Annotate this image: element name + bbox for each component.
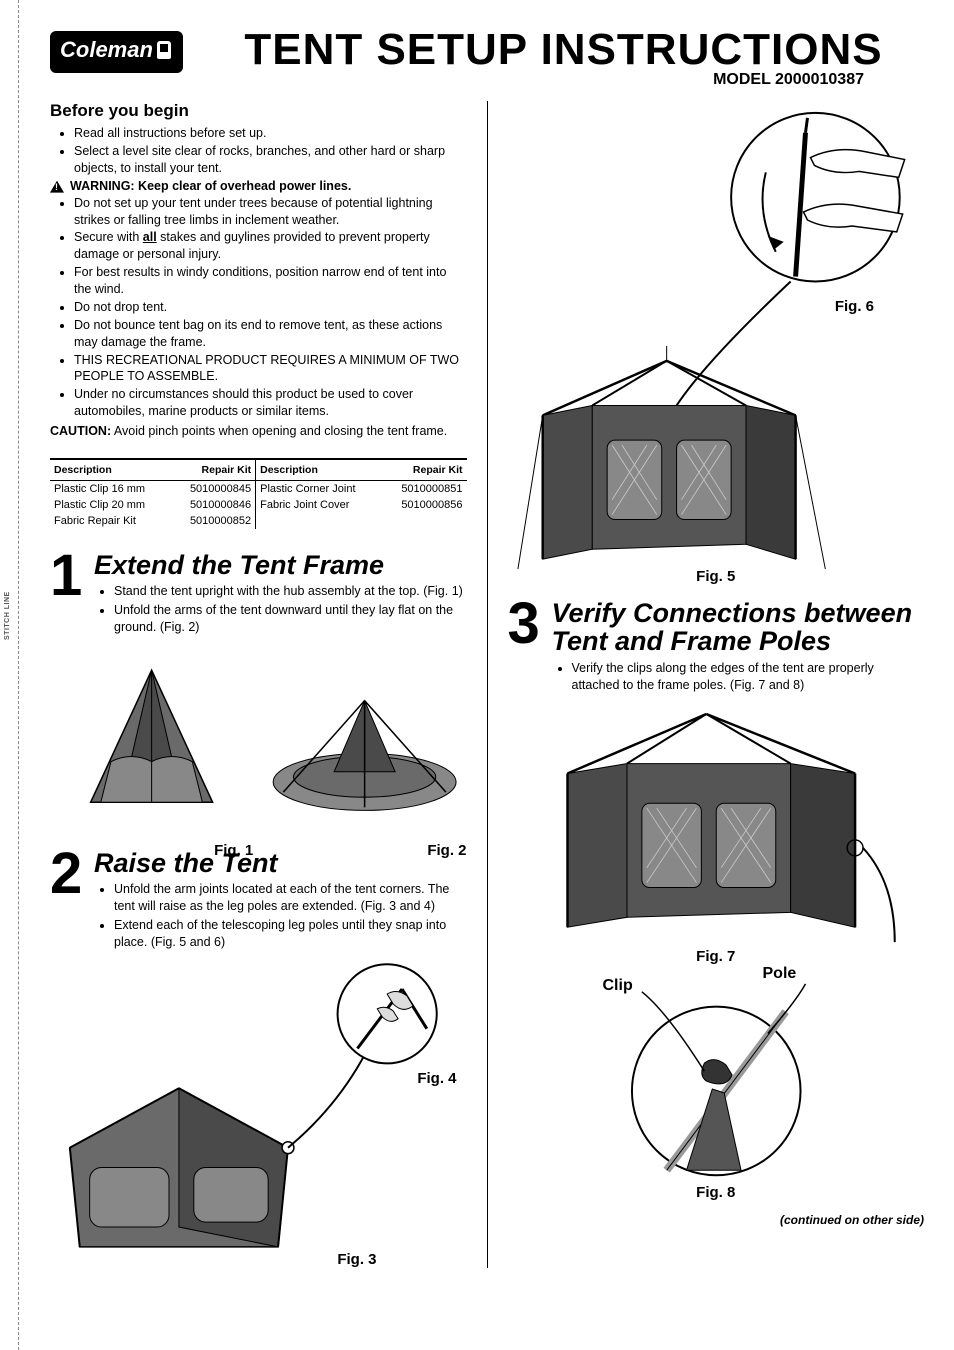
cell-desc: Plastic Clip 20 mm — [50, 497, 171, 513]
fig7-illustration — [508, 703, 925, 963]
figure-7: Fig. 7 — [508, 703, 925, 963]
cell-desc: Fabric Repair Kit — [50, 513, 171, 529]
fig-label: Fig. 3 — [337, 1251, 376, 1268]
step-title: Extend the Tent Frame — [94, 551, 467, 579]
table-row: Fabric Repair Kit5010000852 — [50, 513, 467, 529]
fig-3-4-area: Fig. 4 Fig. 3 — [50, 958, 467, 1268]
before-heading: Before you begin — [50, 101, 467, 121]
caution-body: Avoid pinch points when opening and clos… — [114, 424, 447, 438]
fig5-6-illustration — [508, 101, 925, 581]
cell-desc: Plastic Corner Joint — [256, 481, 383, 498]
caution-label: CAUTION: — [50, 424, 111, 438]
before-item: Do not drop tent. — [74, 299, 467, 316]
fig-label: Fig. 4 — [417, 1070, 456, 1087]
fig-label: Fig. 2 — [263, 842, 466, 859]
figure-2: Fig. 2 — [263, 648, 466, 835]
cell-kit — [382, 513, 466, 529]
step-items: Verify the clips along the edges of the … — [552, 660, 925, 694]
step-number: 3 — [508, 599, 544, 695]
repair-kit-table: Description Repair Kit Description Repai… — [50, 458, 467, 529]
step-3: 3 Verify Connections between Tent and Fr… — [508, 599, 925, 695]
fig8-illustration — [508, 971, 925, 1201]
before-list-post: Do not set up your tent under trees beca… — [50, 195, 467, 420]
stitch-line-label: STITCH LINE — [4, 591, 11, 640]
th-description: Description — [256, 459, 383, 481]
cell-desc — [256, 513, 383, 529]
fig-row-1-2: Fig. 1 Fig. 2 — [50, 648, 467, 835]
cell-kit: 5010000851 — [382, 481, 466, 498]
step-1: 1 Extend the Tent Frame Stand the tent u… — [50, 551, 467, 638]
before-you-begin: Before you begin Read all instructions b… — [50, 101, 467, 438]
before-item: Do not bounce tent bag on its end to rem… — [74, 317, 467, 351]
warning-row: WARNING: Keep clear of overhead power li… — [50, 179, 467, 193]
step-body: Raise the Tent Unfold the arm joints loc… — [94, 849, 467, 953]
fig-label: Fig. 1 — [50, 842, 253, 859]
before-item: Under no circumstances should this produ… — [74, 386, 467, 420]
figure-8: Clip Pole Fig. 8 — [508, 971, 925, 1201]
table-row: Plastic Clip 20 mm5010000846Fabric Joint… — [50, 497, 467, 513]
stitch-line — [18, 0, 19, 1350]
fig3-4-illustration — [50, 958, 467, 1268]
step-title: Verify Connections between Tent and Fram… — [552, 599, 925, 656]
before-item: Read all instructions before set up. — [74, 125, 467, 142]
step-number: 1 — [50, 551, 86, 638]
caution-text: CAUTION: Avoid pinch points when opening… — [50, 424, 467, 438]
cell-desc: Fabric Joint Cover — [256, 497, 383, 513]
figure-1: Fig. 1 — [50, 648, 253, 835]
step-item: Unfold the arms of the tent downward unt… — [114, 602, 467, 636]
brand-logo: Coleman — [50, 31, 183, 73]
right-column: Fig. 6 Fig. 5 3 Verify Connections betwe… — [508, 101, 925, 1268]
header: Coleman TENT SETUP INSTRUCTIONS MODEL 20… — [50, 25, 924, 89]
before-item: Do not set up your tent under trees beca… — [74, 195, 467, 229]
before-list-pre: Read all instructions before set up. Sel… — [50, 125, 467, 177]
fig-label: Fig. 8 — [508, 1184, 925, 1201]
step-item: Verify the clips along the edges of the … — [572, 660, 925, 694]
step-item: Stand the tent upright with the hub asse… — [114, 583, 467, 600]
fig2-illustration — [263, 648, 466, 835]
cell-desc: Plastic Clip 16 mm — [50, 481, 171, 498]
lantern-icon — [157, 41, 171, 59]
fig-label: Fig. 7 — [508, 948, 925, 965]
clip-label: Clip — [603, 977, 633, 995]
content-columns: Before you begin Read all instructions b… — [50, 101, 924, 1268]
step-item: Extend each of the telescoping leg poles… — [114, 917, 467, 951]
cell-kit: 5010000852 — [171, 513, 256, 529]
step-items: Stand the tent upright with the hub asse… — [94, 583, 467, 636]
fig1-illustration — [50, 648, 253, 835]
step-item: Unfold the arm joints located at each of… — [114, 881, 467, 915]
cell-kit: 5010000845 — [171, 481, 256, 498]
page-title: TENT SETUP INSTRUCTIONS — [203, 25, 924, 75]
th-repair-kit: Repair Kit — [382, 459, 466, 481]
column-divider — [487, 101, 488, 1268]
fig-label: Fig. 6 — [835, 298, 874, 315]
step-body: Verify Connections between Tent and Fram… — [552, 599, 925, 695]
title-block: TENT SETUP INSTRUCTIONS MODEL 2000010387 — [203, 25, 924, 89]
step-2: 2 Raise the Tent Unfold the arm joints l… — [50, 849, 467, 953]
fig-5-6-area: Fig. 6 Fig. 5 — [508, 101, 925, 581]
step-body: Extend the Tent Frame Stand the tent upr… — [94, 551, 467, 638]
step-items: Unfold the arm joints located at each of… — [94, 881, 467, 951]
before-item: Secure with all stakes and guylines prov… — [74, 229, 467, 263]
cell-kit: 5010000846 — [171, 497, 256, 513]
th-repair-kit: Repair Kit — [171, 459, 256, 481]
fig-label: Fig. 5 — [508, 568, 925, 585]
warning-icon — [50, 181, 64, 193]
before-item: For best results in windy conditions, po… — [74, 264, 467, 298]
brand-name: Coleman — [60, 37, 153, 63]
step-number: 2 — [50, 849, 86, 953]
th-description: Description — [50, 459, 171, 481]
left-column: Before you begin Read all instructions b… — [50, 101, 467, 1268]
continued-note: (continued on other side) — [508, 1213, 925, 1227]
before-item: THIS RECREATIONAL PRODUCT REQUIRES A MIN… — [74, 352, 467, 386]
cell-kit: 5010000856 — [382, 497, 466, 513]
warning-text: WARNING: Keep clear of overhead power li… — [70, 179, 351, 193]
pole-label: Pole — [763, 965, 797, 983]
before-item: Select a level site clear of rocks, bran… — [74, 143, 467, 177]
table-row: Plastic Clip 16 mm5010000845Plastic Corn… — [50, 481, 467, 498]
